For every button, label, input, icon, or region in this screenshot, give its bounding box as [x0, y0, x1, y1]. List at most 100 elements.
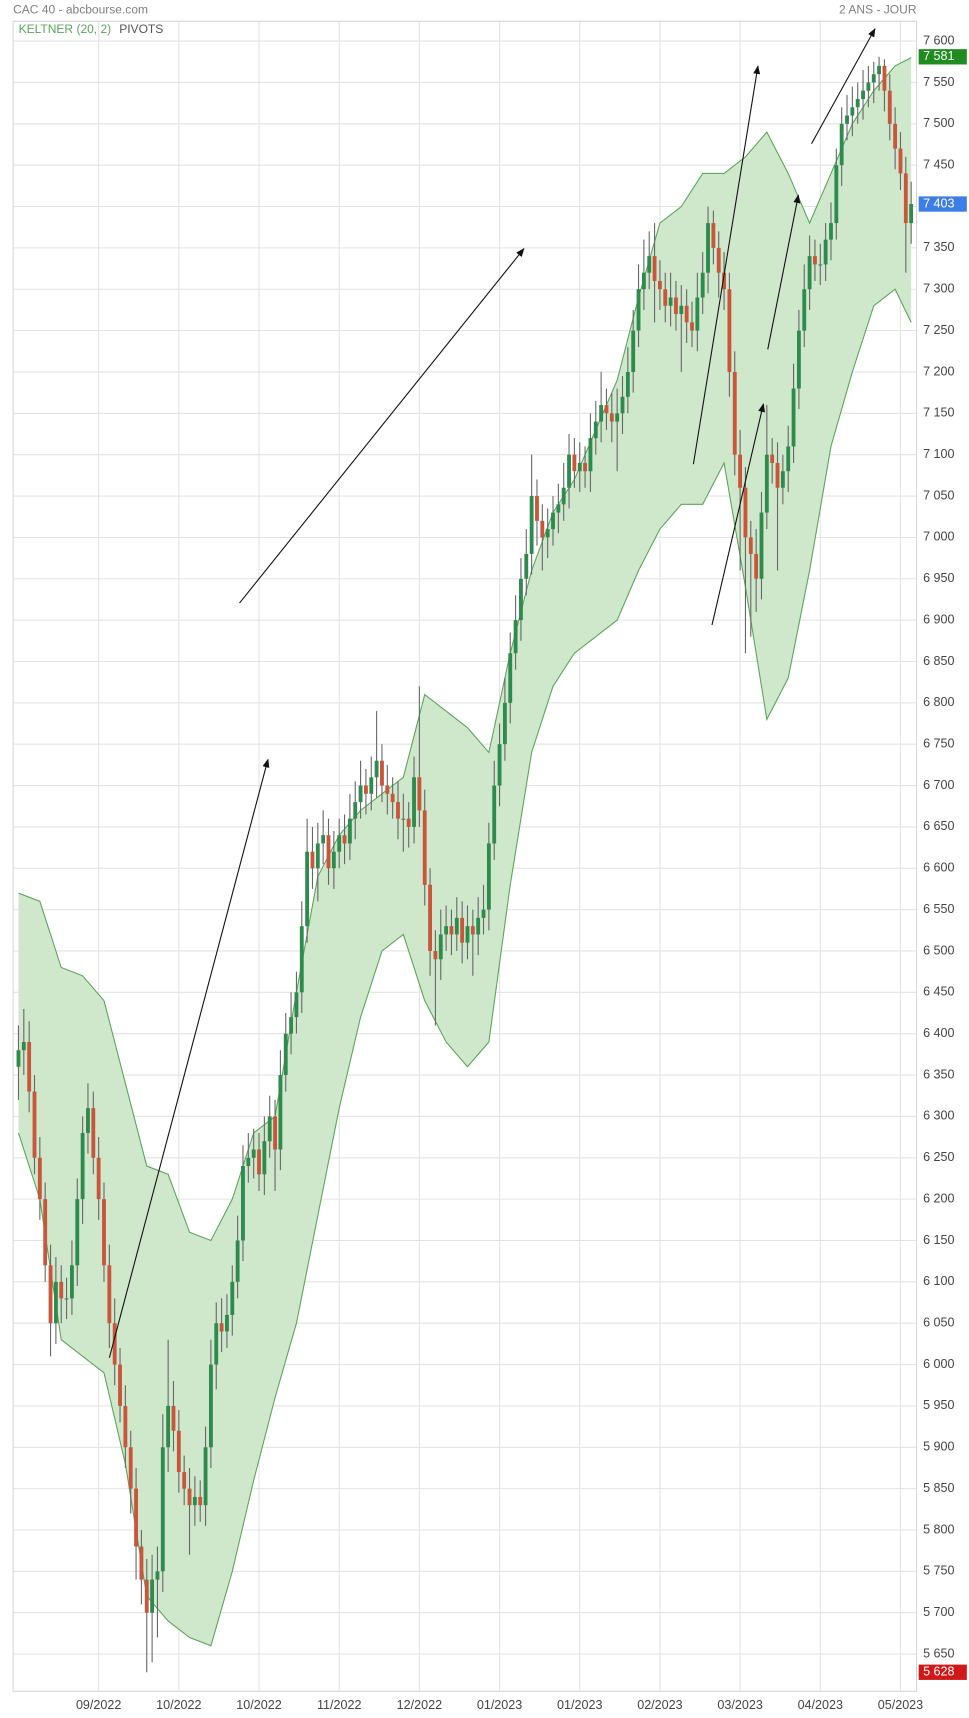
y-tick-label: 7 250 — [923, 323, 954, 337]
candle-body — [123, 1405, 128, 1448]
candle-body — [385, 785, 390, 794]
annotations — [108, 28, 876, 1358]
y-tick-label: 7 150 — [923, 406, 954, 420]
candle-body — [909, 204, 914, 224]
candle-body — [241, 1166, 245, 1241]
candle-body — [192, 1496, 197, 1506]
y-tick-label: 6 750 — [923, 737, 954, 751]
candle-body — [176, 1430, 181, 1473]
candle-body — [823, 239, 828, 265]
price-label-box — [918, 49, 967, 65]
y-tick-label: 7 100 — [923, 447, 954, 461]
candle-body — [695, 297, 700, 331]
candle-body — [198, 1496, 203, 1506]
candle-body — [524, 553, 529, 579]
candle-body — [69, 1265, 74, 1299]
price-label: 7 581 — [923, 49, 954, 63]
candle-body — [337, 835, 342, 852]
candle-body — [331, 851, 336, 869]
candle-body — [267, 1116, 272, 1142]
candle-body — [401, 818, 406, 820]
candle-body — [27, 1041, 32, 1092]
y-tick-label: 5 650 — [923, 1646, 954, 1660]
y-tick-label: 6 050 — [923, 1316, 954, 1330]
candle-body — [102, 1199, 106, 1266]
candle-body — [893, 123, 898, 149]
candle-body — [535, 496, 539, 521]
y-tick-label: 7 200 — [923, 364, 954, 378]
x-tick-label: 10/2022 — [236, 1698, 281, 1712]
candle-body — [780, 471, 785, 488]
candle-body — [887, 90, 892, 124]
candle-body — [802, 289, 807, 331]
candle-body — [545, 529, 550, 538]
candle-body — [107, 1265, 112, 1324]
candle-body — [16, 1050, 21, 1067]
y-tick-label: 6 300 — [923, 1109, 954, 1123]
candle-body — [369, 777, 374, 794]
x-tick-label: 10/2022 — [156, 1698, 201, 1712]
candle-body — [219, 1323, 224, 1332]
candle-body — [454, 917, 459, 935]
y-tick-label: 6 150 — [923, 1233, 954, 1247]
candle-body — [166, 1405, 171, 1448]
candle-body — [134, 1488, 138, 1547]
candles — [16, 56, 914, 1673]
y-tick-label: 6 850 — [923, 654, 954, 668]
candle-body — [583, 462, 588, 472]
candle-body — [203, 1447, 208, 1506]
candle-body — [283, 1033, 288, 1076]
candle-body — [593, 421, 598, 439]
candle-body — [321, 835, 326, 844]
y-tick-label: 7 550 — [923, 75, 954, 89]
candle-body — [214, 1323, 219, 1365]
candle-body — [374, 760, 379, 778]
x-tick-label: 05/2023 — [878, 1698, 923, 1712]
candle-body — [615, 413, 620, 422]
candle-body — [540, 520, 545, 538]
candle-body — [748, 537, 753, 554]
candle-body — [257, 1149, 261, 1175]
candle-body — [727, 289, 732, 372]
x-tick-label: 12/2022 — [397, 1698, 442, 1712]
candle-body — [866, 82, 871, 91]
y-tick-label: 5 700 — [923, 1605, 954, 1619]
candle-body — [599, 405, 604, 422]
y-tick-label: 6 500 — [923, 943, 954, 957]
candle-body — [246, 1157, 251, 1167]
candle-body — [171, 1405, 176, 1431]
candle-body — [674, 297, 678, 315]
plot-frame — [12, 20, 918, 1692]
candle-body — [647, 256, 652, 273]
candle-body — [861, 90, 865, 99]
x-tick-label: 11/2022 — [317, 1698, 361, 1712]
candle-body — [412, 777, 416, 827]
candle-body — [187, 1488, 192, 1506]
candle-body — [641, 272, 646, 290]
candle-body — [160, 1447, 165, 1572]
y-tick-label: 7 300 — [923, 282, 954, 296]
candle-body — [433, 950, 438, 960]
candle-body — [139, 1546, 144, 1580]
candle-body — [711, 223, 716, 248]
candle-body — [380, 760, 384, 786]
price-label: 5 628 — [923, 1665, 954, 1679]
y-tick-label: 7 350 — [923, 240, 954, 254]
x-tick-label: 02/2023 — [637, 1698, 682, 1712]
candle-body — [310, 851, 315, 869]
candle-body — [43, 1199, 48, 1266]
candle-body — [577, 462, 582, 472]
candle-body — [315, 843, 320, 869]
candle-body — [764, 454, 769, 513]
x-tick-label: 09/2022 — [76, 1698, 121, 1712]
candle-body — [37, 1157, 42, 1200]
candle-body — [59, 1281, 64, 1299]
candle-body — [144, 1579, 149, 1613]
y-tick-label: 6 250 — [923, 1150, 954, 1164]
candle-body — [470, 926, 475, 935]
y-tick-label: 7 600 — [923, 33, 954, 47]
candle-body — [32, 1091, 37, 1158]
candle-body — [738, 454, 743, 488]
candle-body — [706, 223, 710, 273]
candle-body — [716, 247, 721, 273]
